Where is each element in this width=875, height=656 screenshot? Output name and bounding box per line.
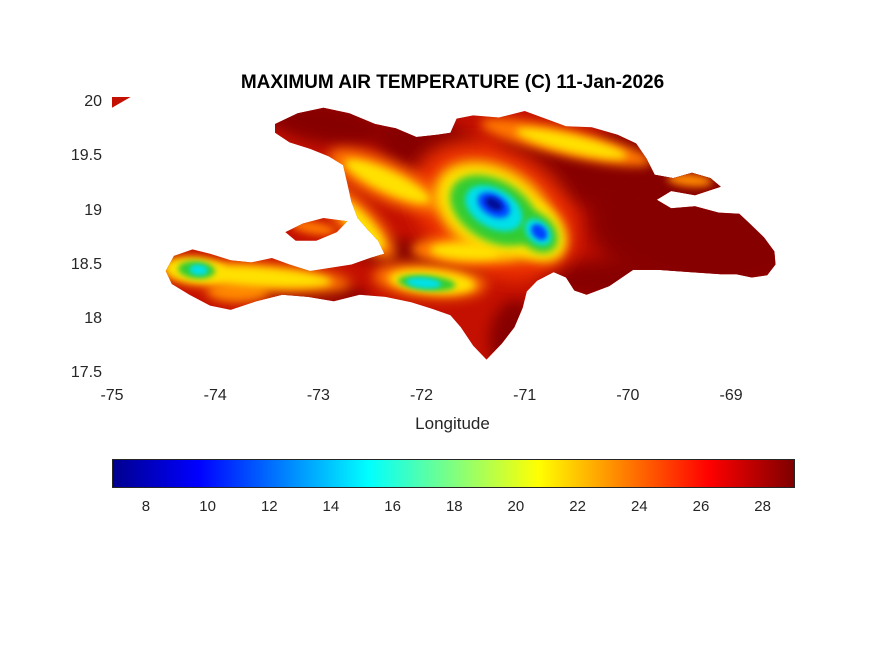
temperature-feature [206, 280, 269, 303]
temperature-feature [667, 173, 713, 187]
colorbar-tick-label: 18 [445, 498, 463, 515]
x-tick-label: -69 [719, 387, 743, 404]
x-tick-label: -74 [203, 387, 227, 404]
x-tick-label: -75 [100, 387, 124, 404]
x-tick-label: -71 [513, 387, 537, 404]
x-tick-label: -73 [306, 387, 330, 404]
temperature-feature [290, 220, 336, 236]
y-tick-label: 20 [84, 93, 102, 111]
colorbar-tick-label: 12 [260, 498, 278, 515]
temperature-feature [189, 264, 208, 276]
colorbar-tick-label: 14 [322, 498, 340, 515]
temperature-feature [485, 197, 503, 211]
y-tick-label: 19 [84, 201, 102, 219]
temperature-feature [531, 224, 548, 241]
colorbar-tick-label: 16 [384, 498, 401, 515]
y-tick-label: 18 [84, 309, 102, 327]
colorbar-tick-label: 22 [569, 498, 586, 515]
y-tick-label: 17.5 [70, 363, 102, 381]
colorbar-tick-label: 20 [507, 498, 525, 515]
temperature-heatmap [112, 97, 776, 360]
x-axis-label: Longitude [415, 414, 490, 433]
colorbar-tick-label: 8 [141, 498, 151, 515]
temperature-feature [406, 277, 442, 289]
colorbar-tick-label: 28 [754, 498, 771, 515]
temperature-feature [515, 128, 627, 159]
temperature-feature [345, 159, 430, 204]
colorbar [112, 459, 795, 488]
colorbar-tick-label: 26 [692, 498, 710, 515]
y-tick-label: 18.5 [70, 255, 102, 273]
x-tick-label: -72 [409, 387, 434, 404]
temperature-feature [429, 242, 500, 261]
colorbar-tick-label: 10 [199, 498, 216, 515]
colorbar-tick-label: 24 [630, 498, 648, 515]
chart-title: MAXIMUM AIR TEMPERATURE (C) 11-Jan-2026 [240, 72, 665, 93]
y-tick-label: 19.5 [70, 147, 102, 165]
x-tick-label: -70 [616, 387, 640, 404]
